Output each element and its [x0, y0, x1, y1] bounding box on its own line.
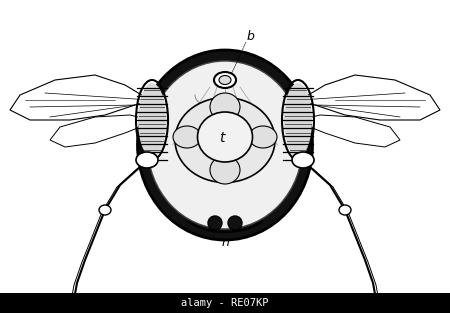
Bar: [0, 293, 450, 313]
Ellipse shape: [136, 152, 158, 168]
Text: t: t: [219, 131, 225, 145]
Ellipse shape: [219, 75, 231, 85]
Ellipse shape: [284, 83, 312, 157]
Polygon shape: [300, 75, 440, 120]
Ellipse shape: [210, 93, 240, 121]
Ellipse shape: [138, 83, 166, 157]
Ellipse shape: [339, 205, 351, 215]
Ellipse shape: [99, 205, 111, 215]
Ellipse shape: [210, 156, 240, 184]
Ellipse shape: [138, 50, 312, 240]
Polygon shape: [50, 115, 150, 147]
Ellipse shape: [198, 112, 252, 162]
Polygon shape: [300, 115, 400, 147]
Ellipse shape: [173, 126, 201, 148]
Circle shape: [228, 216, 242, 230]
Polygon shape: [10, 75, 150, 120]
Ellipse shape: [214, 72, 236, 88]
Ellipse shape: [249, 126, 277, 148]
Ellipse shape: [292, 152, 314, 168]
Ellipse shape: [148, 61, 302, 229]
Text: b: b: [246, 30, 254, 44]
Text: n: n: [221, 237, 229, 249]
Ellipse shape: [175, 98, 275, 182]
Text: alamy - RE07KP: alamy - RE07KP: [181, 298, 269, 308]
Circle shape: [208, 216, 222, 230]
